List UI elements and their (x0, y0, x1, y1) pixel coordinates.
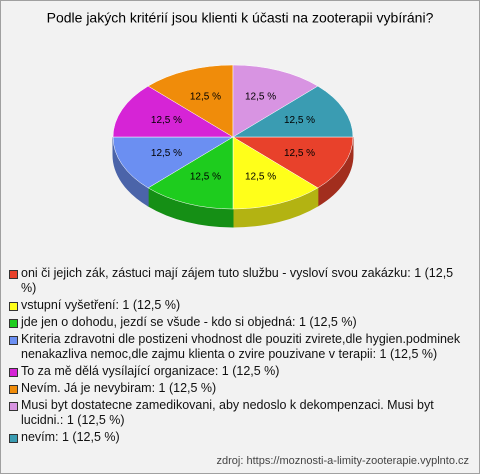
slice (232, 136, 354, 189)
legend-item: Nevím. Já je nevybiram: 1 (12,5 %) (9, 381, 471, 396)
legend-label: nevím: 1 (12,5 %) (21, 430, 120, 444)
data-label: 12,5 % (284, 148, 315, 159)
data-label: 12,5 % (190, 92, 221, 103)
legend-label: To za mě dělá vysílající organizace: 1 (… (21, 364, 280, 378)
legend-swatch (9, 385, 18, 394)
slice (147, 64, 234, 138)
legend-swatch (9, 270, 18, 279)
pie-area: Podle jakých kritérií jsou klienti k úča… (47, 10, 434, 228)
legend-item: To za mě dělá vysílající organizace: 1 (… (9, 364, 471, 379)
slice (112, 85, 234, 138)
data-label: 12,5 % (284, 115, 315, 126)
legend-label: jde jen o dohodu, jezdí se všude - kdo s… (21, 315, 357, 329)
legend-item: oni či jejich zák, zástuci mají zájem tu… (9, 266, 471, 296)
slice (232, 85, 354, 138)
data-label: 12,5 % (151, 115, 182, 126)
legend-swatch (9, 402, 18, 411)
slice (232, 64, 319, 138)
slice (232, 136, 319, 210)
legend-swatch (9, 368, 18, 377)
legend-item: nevím: 1 (12,5 %) (9, 430, 471, 445)
legend-item: jde jen o dohodu, jezdí se všude - kdo s… (9, 315, 471, 330)
data-label: 12,5 % (245, 92, 276, 103)
legend-item: vstupní vyšetření: 1 (12,5 %) (9, 298, 471, 313)
chart-title: Podle jakých kritérií jsou klienti k úča… (47, 10, 434, 26)
slice (147, 136, 234, 210)
legend-label: Nevím. Já je nevybiram: 1 (12,5 %) (21, 381, 217, 395)
data-label: 12,5 % (151, 148, 182, 159)
data-label: 12,5 % (245, 172, 276, 183)
legend-item: Kriteria zdravotni dle postizeni vhodnos… (9, 332, 471, 362)
legend-label: Kriteria zdravotni dle postizeni vhodnos… (21, 332, 461, 361)
legend: oni či jejich zák, zástuci mají zájem tu… (9, 266, 471, 447)
legend-label: oni či jejich zák, zástuci mají zájem tu… (21, 266, 454, 295)
legend-item: Musi byt dostatecne zamedikovani, aby ne… (9, 398, 471, 428)
data-label: 12,5 % (190, 172, 221, 183)
legend-label: vstupní vyšetření: 1 (12,5 %) (21, 298, 181, 312)
source: zdroj: https://moznosti-a-limity-zootera… (216, 455, 469, 467)
legend-swatch (9, 319, 18, 328)
legend-swatch (9, 336, 18, 345)
legend-swatch (9, 434, 18, 443)
slice (112, 136, 234, 189)
legend-swatch (9, 302, 18, 311)
legend-label: Musi byt dostatecne zamedikovani, aby ne… (21, 398, 434, 427)
